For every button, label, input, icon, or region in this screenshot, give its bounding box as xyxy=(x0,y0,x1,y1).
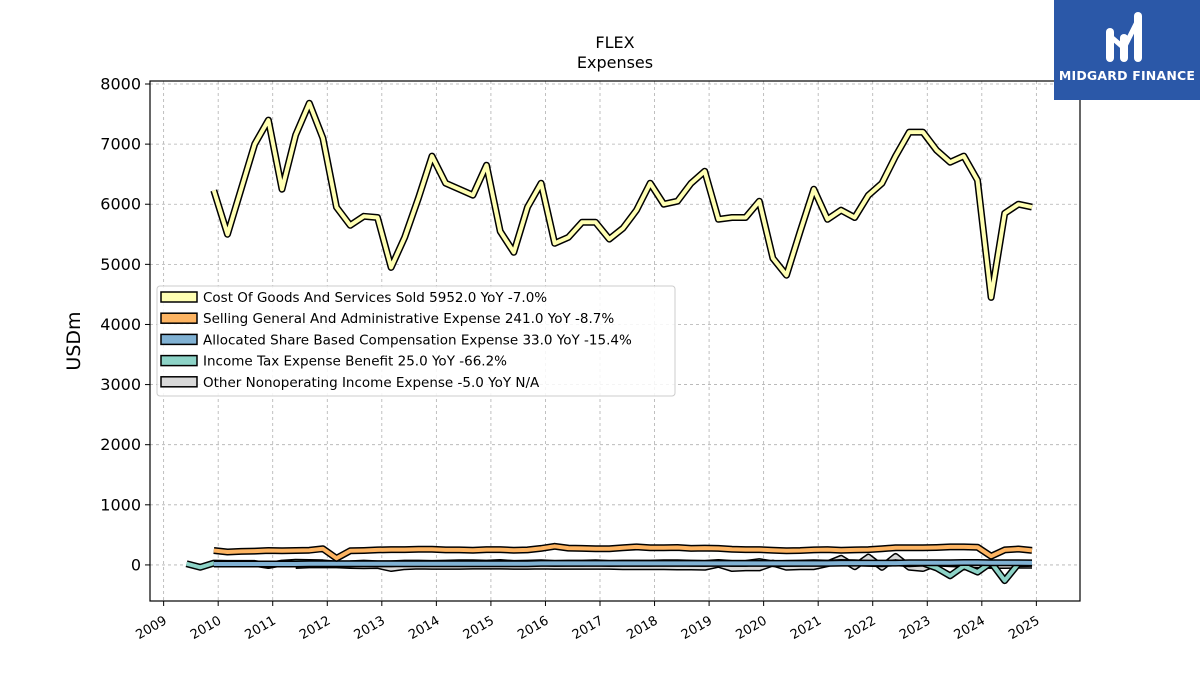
chart-subtitle: Expenses xyxy=(577,53,653,72)
y-axis: 0 1000 2000 3000 4000 5000 6000 7000 8000 xyxy=(100,75,150,574)
y-tick-label: 0 xyxy=(131,555,141,574)
y-tick-label: 4000 xyxy=(100,315,141,334)
y-tick-label: 8000 xyxy=(100,75,141,94)
legend-swatch-3 xyxy=(160,333,198,346)
legend-swatch-2 xyxy=(160,312,198,324)
y-tick-label: 5000 xyxy=(100,255,141,274)
legend-box xyxy=(156,285,676,397)
plot-frame xyxy=(149,80,1081,602)
legend-label-1: Cost Of Goods And Services Sold 5952.0 Y… xyxy=(203,290,547,306)
legend: Cost Of Goods And Services Sold 5952.0 Y… xyxy=(156,285,676,397)
legend-label-2: Selling General And Administrative Expen… xyxy=(203,311,614,327)
legend-label-4: Income Tax Expense Benefit 25.0 YoY -66.… xyxy=(203,354,507,370)
y-tick-label: 1000 xyxy=(100,495,141,514)
legend-swatch-1 xyxy=(160,291,198,303)
series-layer xyxy=(185,99,1033,585)
legend-label-5: Other Nonoperating Income Expense -5.0 Y… xyxy=(203,375,540,391)
logo-text: MIDGARD FINANCE xyxy=(1058,68,1196,83)
y-tick-label: 7000 xyxy=(100,135,141,154)
series-line-1 xyxy=(211,101,1033,300)
series-line-3 xyxy=(213,560,1033,566)
y-axis-label: USDm xyxy=(63,311,85,370)
legend-swatch-5 xyxy=(160,376,198,388)
brand-logo: MIDGARD FINANCE xyxy=(1054,0,1200,100)
legend-swatch-4 xyxy=(160,354,198,367)
chart-title: FLEX xyxy=(595,33,634,52)
logo-mark-icon xyxy=(1106,12,1142,62)
y-tick-label: 3000 xyxy=(100,375,141,394)
legend-label-3: Allocated Share Based Compensation Expen… xyxy=(203,332,632,348)
y-tick-label: 2000 xyxy=(100,435,141,454)
y-tick-label: 6000 xyxy=(100,195,141,214)
series-line-2 xyxy=(213,544,1033,561)
